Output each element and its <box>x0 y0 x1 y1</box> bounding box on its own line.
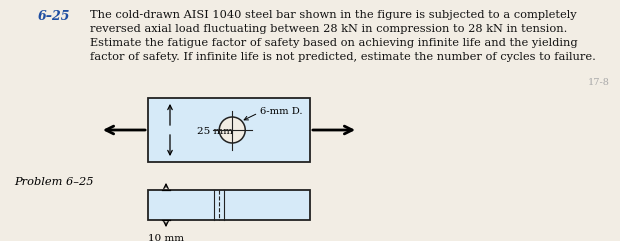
Ellipse shape <box>219 117 246 143</box>
Text: 17-8: 17-8 <box>588 78 610 87</box>
Bar <box>148 98 310 162</box>
Text: 10 mm: 10 mm <box>148 234 184 241</box>
Text: Problem 6–25: Problem 6–25 <box>14 177 94 187</box>
Text: 6-mm D.: 6-mm D. <box>260 107 303 116</box>
Bar <box>148 190 310 220</box>
Text: The cold-drawn AISI 1040 steel bar shown in the figure is subjected to a complet: The cold-drawn AISI 1040 steel bar shown… <box>90 10 596 62</box>
Text: 25 mm: 25 mm <box>197 127 233 136</box>
Text: 6–25: 6–25 <box>38 10 71 23</box>
